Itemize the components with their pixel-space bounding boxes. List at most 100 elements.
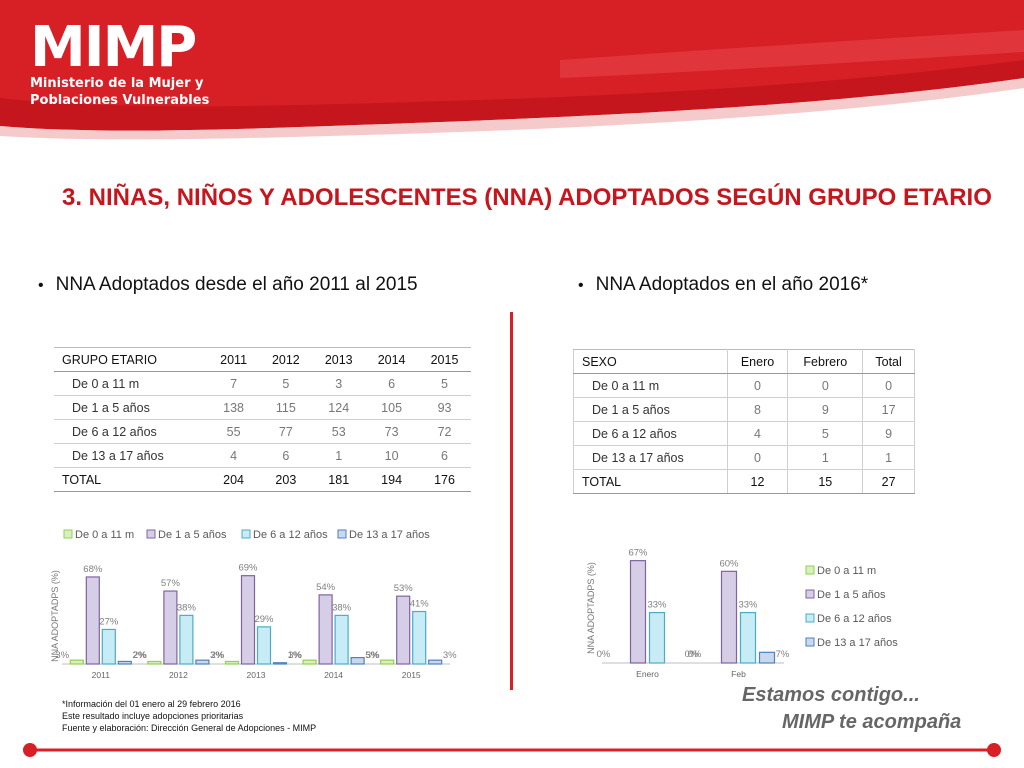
legend-swatch bbox=[805, 589, 815, 599]
tick-label: 2012 bbox=[169, 670, 188, 680]
table-cell: 1 bbox=[312, 443, 366, 468]
table-row: De 6 a 12 años 4 5 9 bbox=[573, 421, 915, 446]
row-label: De 0 a 11 m bbox=[54, 371, 208, 396]
row-label: De 1 a 5 años bbox=[54, 395, 208, 420]
table-row: De 1 a 5 años 8 9 17 bbox=[573, 397, 915, 422]
table-cell: 0 bbox=[787, 373, 864, 398]
right-bullet: • NNA Adoptados en el año 2016* bbox=[578, 274, 868, 296]
legend-label: De 6 a 12 años bbox=[253, 529, 328, 541]
total-cell: 181 bbox=[312, 467, 366, 492]
data-label: 3% bbox=[366, 650, 380, 661]
page-title: 3. NIÑAS, NIÑOS Y ADOLESCENTES (NNA) ADO… bbox=[62, 184, 992, 211]
table-cell: 3 bbox=[312, 371, 366, 396]
data-label: 0% bbox=[597, 649, 611, 660]
header-banner bbox=[0, 0, 1024, 140]
table-cell: 8 bbox=[727, 397, 789, 422]
data-label: 7% bbox=[776, 649, 790, 660]
table-cell: 10 bbox=[365, 443, 419, 468]
bar bbox=[428, 659, 443, 665]
legend-label: De 1 a 5 años bbox=[817, 589, 886, 601]
y-axis-label: NNA ADOPTADPS (%) bbox=[50, 570, 60, 662]
legend-swatch bbox=[146, 529, 156, 539]
table-cell: 138 bbox=[207, 395, 260, 420]
data-label: 60% bbox=[719, 558, 739, 569]
header-cell: 2013 bbox=[312, 347, 366, 372]
table-cell: 5 bbox=[259, 371, 313, 396]
row-label: De 13 a 17 años bbox=[54, 443, 208, 468]
tick-label: 2014 bbox=[324, 670, 343, 680]
table-row: De 13 a 17 años 0 1 1 bbox=[573, 445, 915, 470]
table-header-row: GRUPO ETARIO 2011 2012 2013 2014 2015 bbox=[54, 347, 471, 372]
table-cell: 4 bbox=[207, 443, 260, 468]
row-label: De 0 a 11 m bbox=[573, 373, 728, 398]
total-cell: 27 bbox=[862, 469, 915, 494]
data-label: 2% bbox=[133, 650, 147, 661]
table-cell: 115 bbox=[259, 395, 313, 420]
table-cell: 7 bbox=[207, 371, 260, 396]
bar bbox=[334, 614, 349, 665]
table-cell: 17 bbox=[862, 397, 915, 422]
bar bbox=[380, 659, 395, 665]
data-label: 29% bbox=[254, 614, 274, 625]
data-label: 3% bbox=[210, 650, 224, 661]
bar bbox=[69, 659, 84, 665]
legend-label: De 6 a 12 años bbox=[817, 613, 892, 625]
legend-label: De 0 a 11 m bbox=[817, 565, 876, 577]
bar bbox=[396, 595, 411, 665]
table-cell: 1 bbox=[787, 445, 864, 470]
row-label: De 6 a 12 años bbox=[573, 421, 728, 446]
table-cell: 55 bbox=[207, 419, 260, 444]
table-cell: 5 bbox=[418, 371, 471, 396]
data-label: 67% bbox=[628, 548, 648, 559]
table-cell: 105 bbox=[365, 395, 419, 420]
bar bbox=[302, 659, 317, 665]
bullet-dot-icon: • bbox=[38, 277, 44, 294]
data-label: 5% bbox=[365, 650, 379, 661]
tick-label: 2011 bbox=[92, 670, 111, 680]
table-cell: 6 bbox=[259, 443, 313, 468]
table-cell: 93 bbox=[418, 395, 471, 420]
table-cell: 4 bbox=[727, 421, 789, 446]
data-label: 1% bbox=[288, 650, 302, 661]
data-label: 41% bbox=[410, 599, 430, 610]
footer-dot-right-icon bbox=[987, 743, 1001, 757]
bar bbox=[163, 590, 178, 665]
left-bullet: • NNA Adoptados desde el año 2011 al 2015 bbox=[38, 274, 418, 296]
table-header-row: SEXO Enero Febrero Total bbox=[573, 349, 915, 374]
bar bbox=[101, 628, 116, 665]
bar bbox=[224, 660, 240, 665]
table-cell: 0 bbox=[727, 373, 789, 398]
table-cell: 0 bbox=[727, 445, 789, 470]
right-bullet-text: NNA Adoptados en el año 2016* bbox=[595, 274, 869, 295]
tick-label: 2015 bbox=[402, 670, 421, 680]
table-row: De 0 a 11 m 0 0 0 bbox=[573, 373, 915, 398]
tick-label: Enero bbox=[636, 669, 659, 679]
mimp-logo: MIMP Ministerio de la Mujer y Poblacione… bbox=[30, 20, 209, 109]
legend-swatch bbox=[805, 637, 815, 647]
legend-label: De 13 a 17 años bbox=[349, 529, 430, 541]
table-cell: 6 bbox=[365, 371, 419, 396]
legend-swatch bbox=[805, 565, 815, 575]
row-label: De 13 a 17 años bbox=[573, 445, 728, 470]
legend-swatch bbox=[241, 529, 251, 539]
footnote-line: Este resultado incluye adopciones priori… bbox=[62, 711, 244, 721]
slogan-line-1: Estamos contigo... bbox=[742, 684, 920, 706]
legend-swatch bbox=[337, 529, 347, 539]
table-cell: 53 bbox=[312, 419, 366, 444]
data-label: 68% bbox=[83, 564, 103, 575]
table-cell: 73 bbox=[365, 419, 419, 444]
data-label: 33% bbox=[738, 600, 758, 611]
header-cell: Total bbox=[862, 349, 915, 374]
data-label: 0% bbox=[688, 649, 702, 660]
bar bbox=[240, 575, 256, 665]
bar bbox=[256, 626, 272, 665]
header-cell: Febrero bbox=[787, 349, 864, 374]
tick-label: Feb bbox=[731, 669, 746, 679]
data-label: 2% bbox=[132, 650, 146, 661]
bar bbox=[117, 660, 132, 665]
bar bbox=[412, 610, 427, 665]
table-cell: 6 bbox=[418, 443, 471, 468]
total-cell: 203 bbox=[259, 467, 313, 492]
data-label: 3% bbox=[443, 650, 457, 661]
total-cell: 15 bbox=[787, 469, 864, 494]
